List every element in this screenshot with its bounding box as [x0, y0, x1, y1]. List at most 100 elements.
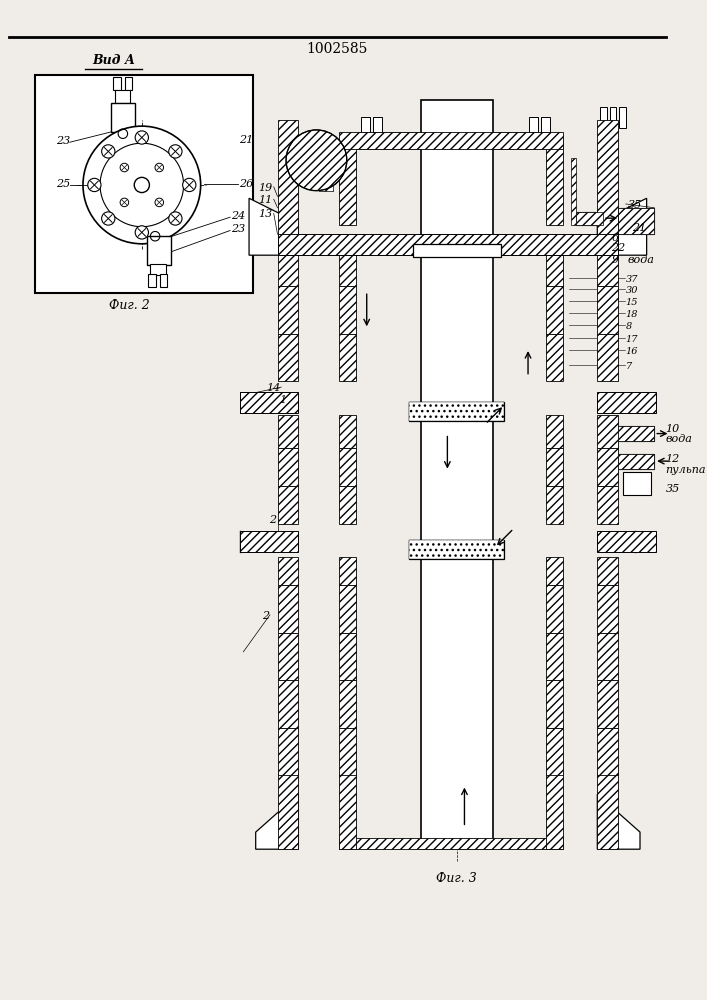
Text: 10: 10	[665, 424, 680, 434]
Bar	[597, 392, 656, 413]
Text: 13: 13	[259, 209, 273, 219]
Bar	[278, 633, 298, 680]
Bar	[618, 454, 654, 469]
Circle shape	[182, 178, 196, 192]
Bar	[597, 334, 618, 381]
Text: 8: 8	[626, 322, 632, 331]
Text: 2: 2	[262, 611, 269, 621]
Text: 1: 1	[279, 395, 286, 405]
Bar	[597, 253, 618, 286]
Bar	[339, 132, 563, 149]
Text: 21: 21	[239, 135, 253, 145]
Bar	[113, 77, 121, 90]
Bar	[278, 448, 298, 486]
Bar	[339, 286, 356, 334]
Text: 21: 21	[633, 223, 647, 233]
Polygon shape	[249, 198, 298, 255]
Bar	[546, 415, 563, 448]
Circle shape	[155, 163, 163, 172]
Bar	[240, 392, 249, 413]
Bar	[360, 132, 542, 149]
Text: Фиг. 3: Фиг. 3	[436, 872, 477, 885]
Bar	[546, 486, 563, 524]
Text: 22: 22	[612, 243, 626, 253]
Text: 9: 9	[612, 255, 619, 265]
Bar	[278, 773, 298, 849]
Bar	[361, 117, 370, 132]
Circle shape	[286, 130, 347, 191]
Text: Фиг. 2: Фиг. 2	[109, 299, 150, 312]
Bar	[339, 633, 356, 680]
Bar	[278, 234, 618, 255]
Bar	[115, 90, 130, 103]
Text: 11: 11	[259, 195, 273, 205]
Bar	[240, 534, 249, 547]
Bar	[618, 208, 654, 234]
Bar	[146, 236, 171, 265]
Bar	[618, 208, 654, 234]
Bar	[576, 212, 603, 225]
Bar	[597, 120, 618, 234]
Bar	[409, 402, 504, 421]
Bar	[124, 77, 132, 90]
Bar	[597, 585, 618, 633]
Bar	[339, 728, 356, 775]
Bar	[278, 415, 298, 448]
Bar	[339, 448, 356, 486]
Bar	[546, 557, 563, 585]
Bar	[339, 585, 356, 633]
Bar	[320, 174, 332, 191]
Text: 19: 19	[259, 183, 273, 193]
Polygon shape	[597, 794, 640, 849]
Bar	[597, 415, 618, 448]
Bar	[240, 531, 298, 552]
Bar	[609, 107, 617, 128]
Bar	[339, 680, 356, 728]
Bar	[529, 117, 537, 132]
Bar	[618, 426, 654, 441]
Bar	[597, 633, 618, 680]
Bar	[35, 75, 253, 293]
Bar	[373, 117, 382, 132]
Bar	[339, 838, 563, 849]
Bar	[597, 286, 618, 334]
Bar	[339, 486, 356, 524]
Bar	[618, 426, 654, 441]
Bar	[597, 448, 618, 486]
Bar	[409, 402, 504, 421]
Bar	[278, 728, 298, 775]
Bar	[571, 158, 576, 225]
Text: 12: 12	[665, 454, 680, 464]
Text: 30: 30	[626, 286, 638, 295]
Bar	[421, 100, 493, 849]
Bar	[626, 392, 636, 413]
Circle shape	[120, 163, 129, 172]
Bar	[546, 139, 563, 225]
Bar	[278, 585, 298, 633]
Text: 7: 7	[626, 362, 632, 371]
Bar	[618, 454, 654, 469]
Text: 23: 23	[231, 224, 245, 234]
Bar	[542, 117, 550, 132]
Text: 26: 26	[239, 179, 253, 189]
Text: 35: 35	[628, 200, 642, 210]
Bar	[278, 334, 298, 381]
Bar	[278, 120, 298, 234]
Bar	[339, 773, 356, 849]
Bar	[151, 264, 165, 275]
Circle shape	[155, 198, 163, 207]
Bar	[546, 773, 563, 849]
Bar	[278, 286, 298, 334]
Bar	[597, 557, 618, 585]
Bar	[339, 415, 356, 448]
Bar	[339, 139, 356, 225]
Polygon shape	[597, 198, 647, 255]
Bar	[546, 680, 563, 728]
Bar	[339, 253, 356, 286]
Text: 17: 17	[626, 335, 638, 344]
Text: 6: 6	[612, 233, 619, 243]
Circle shape	[135, 226, 148, 239]
Bar	[278, 486, 298, 524]
Bar	[546, 728, 563, 775]
Circle shape	[83, 126, 201, 244]
